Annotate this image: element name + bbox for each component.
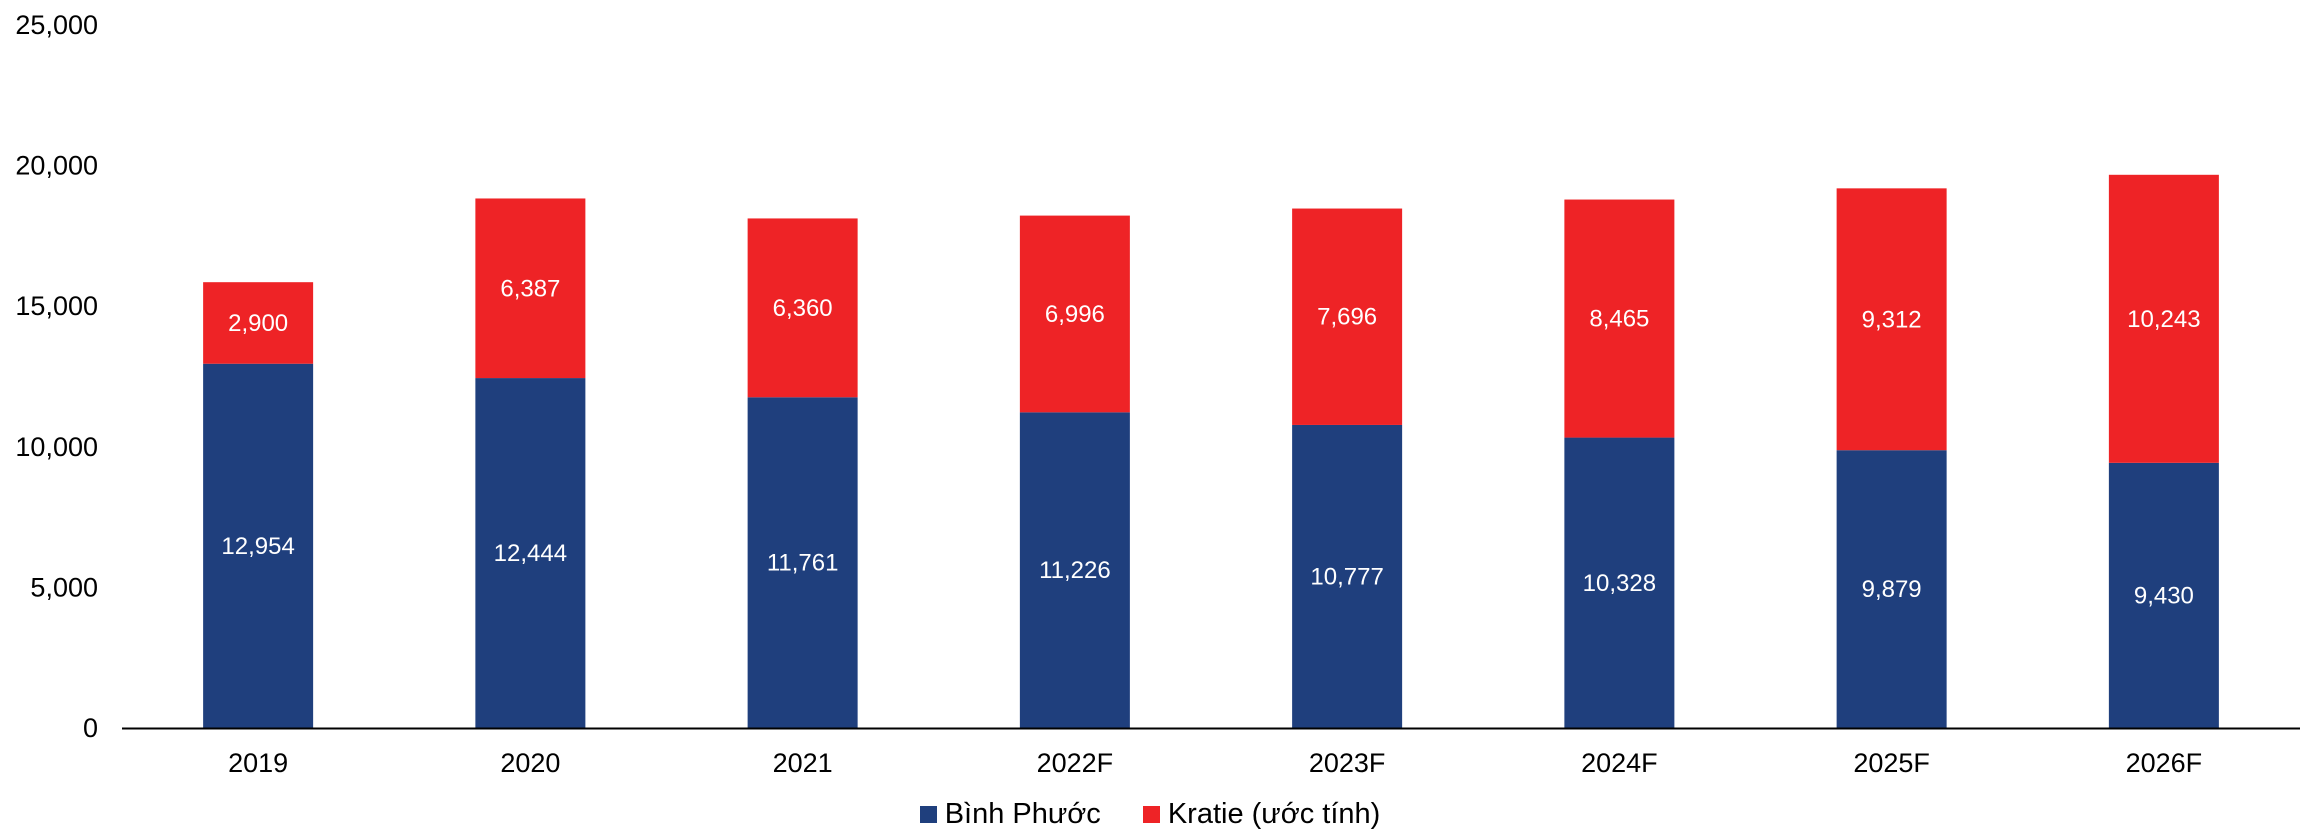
bar-segment-kratie (1292, 208, 1403, 425)
x-tick-label: 2024F (1581, 748, 1658, 778)
x-tick-label: 2022F (1037, 748, 1114, 778)
y-axis: 0 5,000 10,000 15,000 20,000 25,000 (15, 10, 98, 743)
bar-segment-kratie (475, 198, 586, 379)
y-tick-label: 0 (83, 713, 98, 743)
bar-segment-kratie (1564, 199, 1675, 438)
bar-segment-binh-phuoc (1564, 437, 1675, 728)
data-label: 11,761 (767, 550, 839, 577)
legend: Bình Phước Kratie (ước tính) (0, 798, 2300, 831)
bar-segment-kratie (747, 218, 858, 398)
data-label: 8,465 (1589, 306, 1649, 333)
data-label: 12,444 (494, 540, 567, 567)
x-axis: 2019 2020 2021 2022F 2023F 2024F 2025F 2026F (122, 727, 2300, 778)
bar-segment-binh-phuoc (747, 397, 858, 728)
bars: 12,954 2,900 12,444 6,387 11,761 6,360 11,226 6… (203, 174, 2219, 728)
y-tick-label: 5,000 (30, 572, 98, 602)
bar-segment-binh-phuoc (1292, 424, 1403, 728)
data-label: 12,954 (221, 533, 294, 560)
bar-segment-kratie (1836, 188, 1947, 451)
data-label: 9,879 (1862, 576, 1922, 603)
legend-item-binh-phuoc: Bình Phước (919, 798, 1101, 831)
x-tick-label: 2021 (773, 748, 833, 778)
x-tick-label: 2026F (2126, 748, 2203, 778)
bar-segment-kratie (203, 282, 314, 364)
data-label: 6,360 (773, 295, 833, 322)
y-tick-label: 25,000 (15, 10, 98, 40)
x-tick-label: 2025F (1853, 748, 1930, 778)
data-label: 2,900 (228, 310, 288, 337)
data-label: 11,226 (1039, 557, 1111, 584)
bar-segment-kratie (2108, 174, 2219, 463)
x-tick-label: 2020 (500, 748, 560, 778)
legend-swatch-kratie (1142, 806, 1160, 823)
legend-swatch-binh-phuoc (919, 806, 937, 823)
bar-segment-binh-phuoc (203, 363, 314, 728)
data-label: 7,696 (1317, 304, 1377, 331)
legend-label-kratie: Kratie (ước tính) (1167, 798, 1381, 830)
bar-segment-binh-phuoc (2108, 462, 2219, 728)
data-label: 10,777 (1310, 563, 1383, 590)
data-label: 9,312 (1862, 306, 1922, 333)
data-label: 9,430 (2134, 582, 2194, 609)
bar-segment-binh-phuoc (1019, 412, 1130, 728)
y-tick-label: 10,000 (15, 432, 98, 462)
bar-segment-kratie (1019, 215, 1130, 413)
y-tick-label: 15,000 (15, 291, 98, 321)
y-tick-label: 20,000 (15, 151, 98, 181)
bar-segment-binh-phuoc (1836, 450, 1947, 728)
legend-item-kratie: Kratie (ước tính) (1142, 798, 1381, 831)
x-tick-label: 2023F (1309, 748, 1386, 778)
data-label: 10,243 (2127, 306, 2200, 333)
bar-segment-binh-phuoc (475, 378, 586, 728)
data-label: 10,328 (1583, 570, 1656, 597)
legend-label-binh-phuoc: Bình Phước (944, 798, 1101, 830)
data-label: 6,387 (500, 275, 560, 302)
x-tick-label: 2019 (228, 748, 288, 778)
data-label: 6,996 (1045, 301, 1105, 328)
